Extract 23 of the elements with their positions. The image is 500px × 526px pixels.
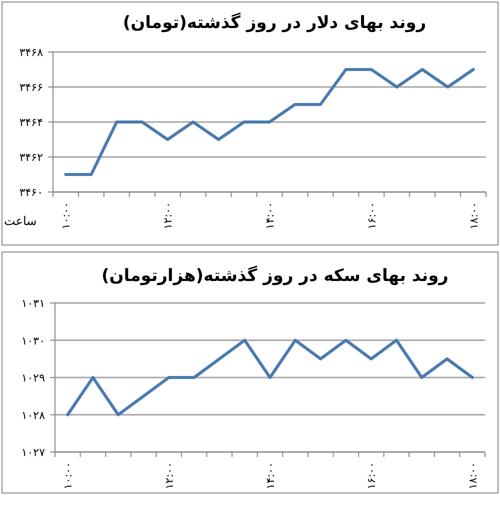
x-tick-label: ۱۴:۰۰ <box>264 462 277 490</box>
y-tick-label: ۳۴۶۸ <box>19 46 44 59</box>
y-tick-label: ۱۰۲۷ <box>21 446 46 459</box>
y-tick-label: ۱۰۳۰ <box>21 334 45 348</box>
x-tick-label: ۱۶:۰۰ <box>365 462 378 490</box>
y-tick-label: ۱۰۳۱ <box>21 297 45 310</box>
chart-title: روند بهای دلار در روز گذشته(تومان) <box>122 12 426 33</box>
x-tick-label: ۱۴:۰۰ <box>264 202 276 230</box>
x-tick-label: ۱۸:۰۰ <box>466 462 480 490</box>
x-tick-label: ۱۰:۰۰ <box>60 202 73 230</box>
y-tick-label: ۳۴۶۶ <box>19 81 43 94</box>
y-tick-label: ۳۴۶۰ <box>19 186 43 199</box>
x-tick-label: ۱۲:۰۰ <box>162 202 175 230</box>
x-tick-label: ۱۰:۰۰ <box>62 462 75 490</box>
y-tick-label: ۱۰۲۸ <box>21 408 46 422</box>
x-axis-title: ساعت <box>4 214 37 228</box>
x-tick-label: ۱۶:۰۰ <box>365 202 378 230</box>
y-tick-label: ۳۴۶۴ <box>19 116 44 129</box>
chart-title: روند بهای سکه در روز گذشته(هزارتومان) <box>102 265 448 286</box>
y-tick-label: ۳۴۶۲ <box>19 151 44 164</box>
y-tick-label: ۱۰۲۹ <box>21 372 46 384</box>
x-tick-label: ۱۲:۰۰ <box>162 462 176 490</box>
x-tick-label: ۱۸:۰۰ <box>467 202 480 230</box>
